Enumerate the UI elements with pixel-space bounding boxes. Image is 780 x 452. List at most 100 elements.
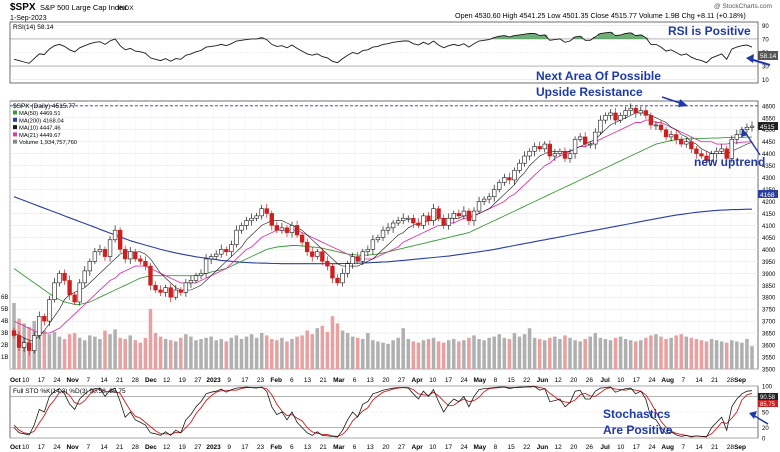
volume-bar (209, 336, 213, 369)
candle-body (219, 249, 224, 255)
x-axis-label: 24 (53, 444, 61, 451)
candle-body (370, 239, 376, 250)
volume-bar (295, 336, 299, 369)
ma21-line (13, 119, 753, 334)
volume-bar (598, 337, 603, 369)
candle-body (183, 282, 189, 293)
x-axis-label: 27 (194, 444, 202, 451)
ma200-tag-bg (758, 190, 778, 198)
volume-bar (163, 339, 168, 369)
volume-bar (568, 337, 572, 369)
volume-bar (123, 339, 127, 369)
volume-bar (93, 336, 97, 369)
volume-bar (578, 341, 582, 369)
price-tick-label: 4000 (762, 248, 776, 254)
legend-swatch (13, 139, 17, 144)
x-axis-label: 26 (586, 377, 594, 384)
candle-body (254, 215, 259, 219)
sto-annotation-line1: Stochastics (603, 407, 671, 421)
volume-bar (179, 337, 183, 369)
candle-body (653, 124, 659, 127)
x-axis-label: 21 (320, 444, 328, 451)
x-axis-label: 10 (429, 377, 437, 384)
x-axis-label: May (473, 377, 486, 384)
candle-body (320, 251, 325, 262)
candle-body (163, 287, 168, 293)
x-axis-label: 28 (132, 444, 140, 451)
volume-bar (452, 339, 456, 369)
rsi-value-tag-bg (758, 51, 778, 60)
candle-body (512, 170, 517, 181)
volume-bar (750, 346, 754, 369)
x-axis-label: 17 (633, 444, 641, 451)
x-axis-label: 17 (445, 444, 453, 451)
candle-body (679, 138, 684, 145)
x-axis-label: Jun (537, 444, 549, 451)
candle-body (208, 256, 214, 260)
volume-bar (704, 341, 709, 369)
candle-body (577, 136, 583, 140)
candle-body (325, 261, 330, 267)
x-axis-label: 28 (727, 377, 735, 384)
rsi-tick-label: 70 (762, 37, 769, 43)
volume-bar (42, 330, 47, 369)
legend-entry: MA(10) 4447.46 (19, 126, 61, 132)
x-axis-label: 21 (320, 377, 328, 384)
legend-entry: MA(200) 4168.04 (19, 118, 65, 124)
x-axis-label: Oct (10, 444, 22, 451)
volume-bar (305, 330, 309, 369)
resistance-annotation-line2: Upside Resistance (536, 85, 643, 99)
legend-swatch (13, 110, 17, 115)
price-tick-label: 3750 (762, 308, 776, 314)
volume-bar (608, 340, 613, 369)
candle-body (16, 335, 22, 348)
candle-body (112, 229, 118, 241)
uptrend-arrow-icon (741, 128, 761, 156)
candle-body (416, 222, 421, 226)
volume-bar (396, 337, 400, 369)
candle-body (628, 107, 633, 111)
candle-body (668, 134, 674, 138)
price-tick-label: 4350 (762, 164, 776, 170)
candle-body (411, 217, 416, 224)
volume-bar (204, 337, 208, 369)
candle-body (299, 234, 305, 243)
volume-bar (371, 340, 375, 369)
rsi-tick-label: 30 (762, 65, 769, 71)
volume-bar (644, 337, 648, 369)
candle-body (128, 251, 133, 260)
volume-bar (72, 333, 77, 369)
x-axis-label: 21 (116, 377, 124, 384)
volume-bar (457, 341, 461, 369)
volume-bar (633, 341, 638, 369)
candle-body (37, 316, 42, 336)
candle-body (426, 215, 431, 221)
x-axis-label: 24 (461, 444, 469, 451)
candle-body (178, 289, 183, 293)
candle-body (138, 258, 143, 262)
volume-tick-label: 6B (1, 295, 8, 301)
x-axis-label: 9 (227, 444, 231, 451)
candle-body (310, 251, 315, 257)
volume-bar (467, 337, 471, 369)
volume-bar (487, 337, 491, 369)
x-axis-label: May (473, 444, 486, 451)
candle-body (421, 215, 426, 226)
rsi-value-tag: 58.14 (760, 53, 777, 60)
candle-body (492, 189, 497, 198)
candle-body (476, 201, 482, 212)
candle-body (583, 136, 588, 145)
price-tick-label: 4150 (762, 212, 776, 218)
sto-d-line (13, 386, 753, 437)
x-axis-label: 6 (353, 377, 357, 384)
volume-bar (588, 336, 593, 369)
price-tick-label: 3700 (762, 320, 776, 326)
x-axis-label: 21 (116, 444, 124, 451)
rsi-panel (9, 21, 759, 84)
candle-body (481, 198, 487, 202)
ma200-line (13, 196, 752, 265)
volume-bar (173, 341, 178, 369)
candle-body (663, 129, 669, 138)
volume-bar (639, 340, 643, 369)
